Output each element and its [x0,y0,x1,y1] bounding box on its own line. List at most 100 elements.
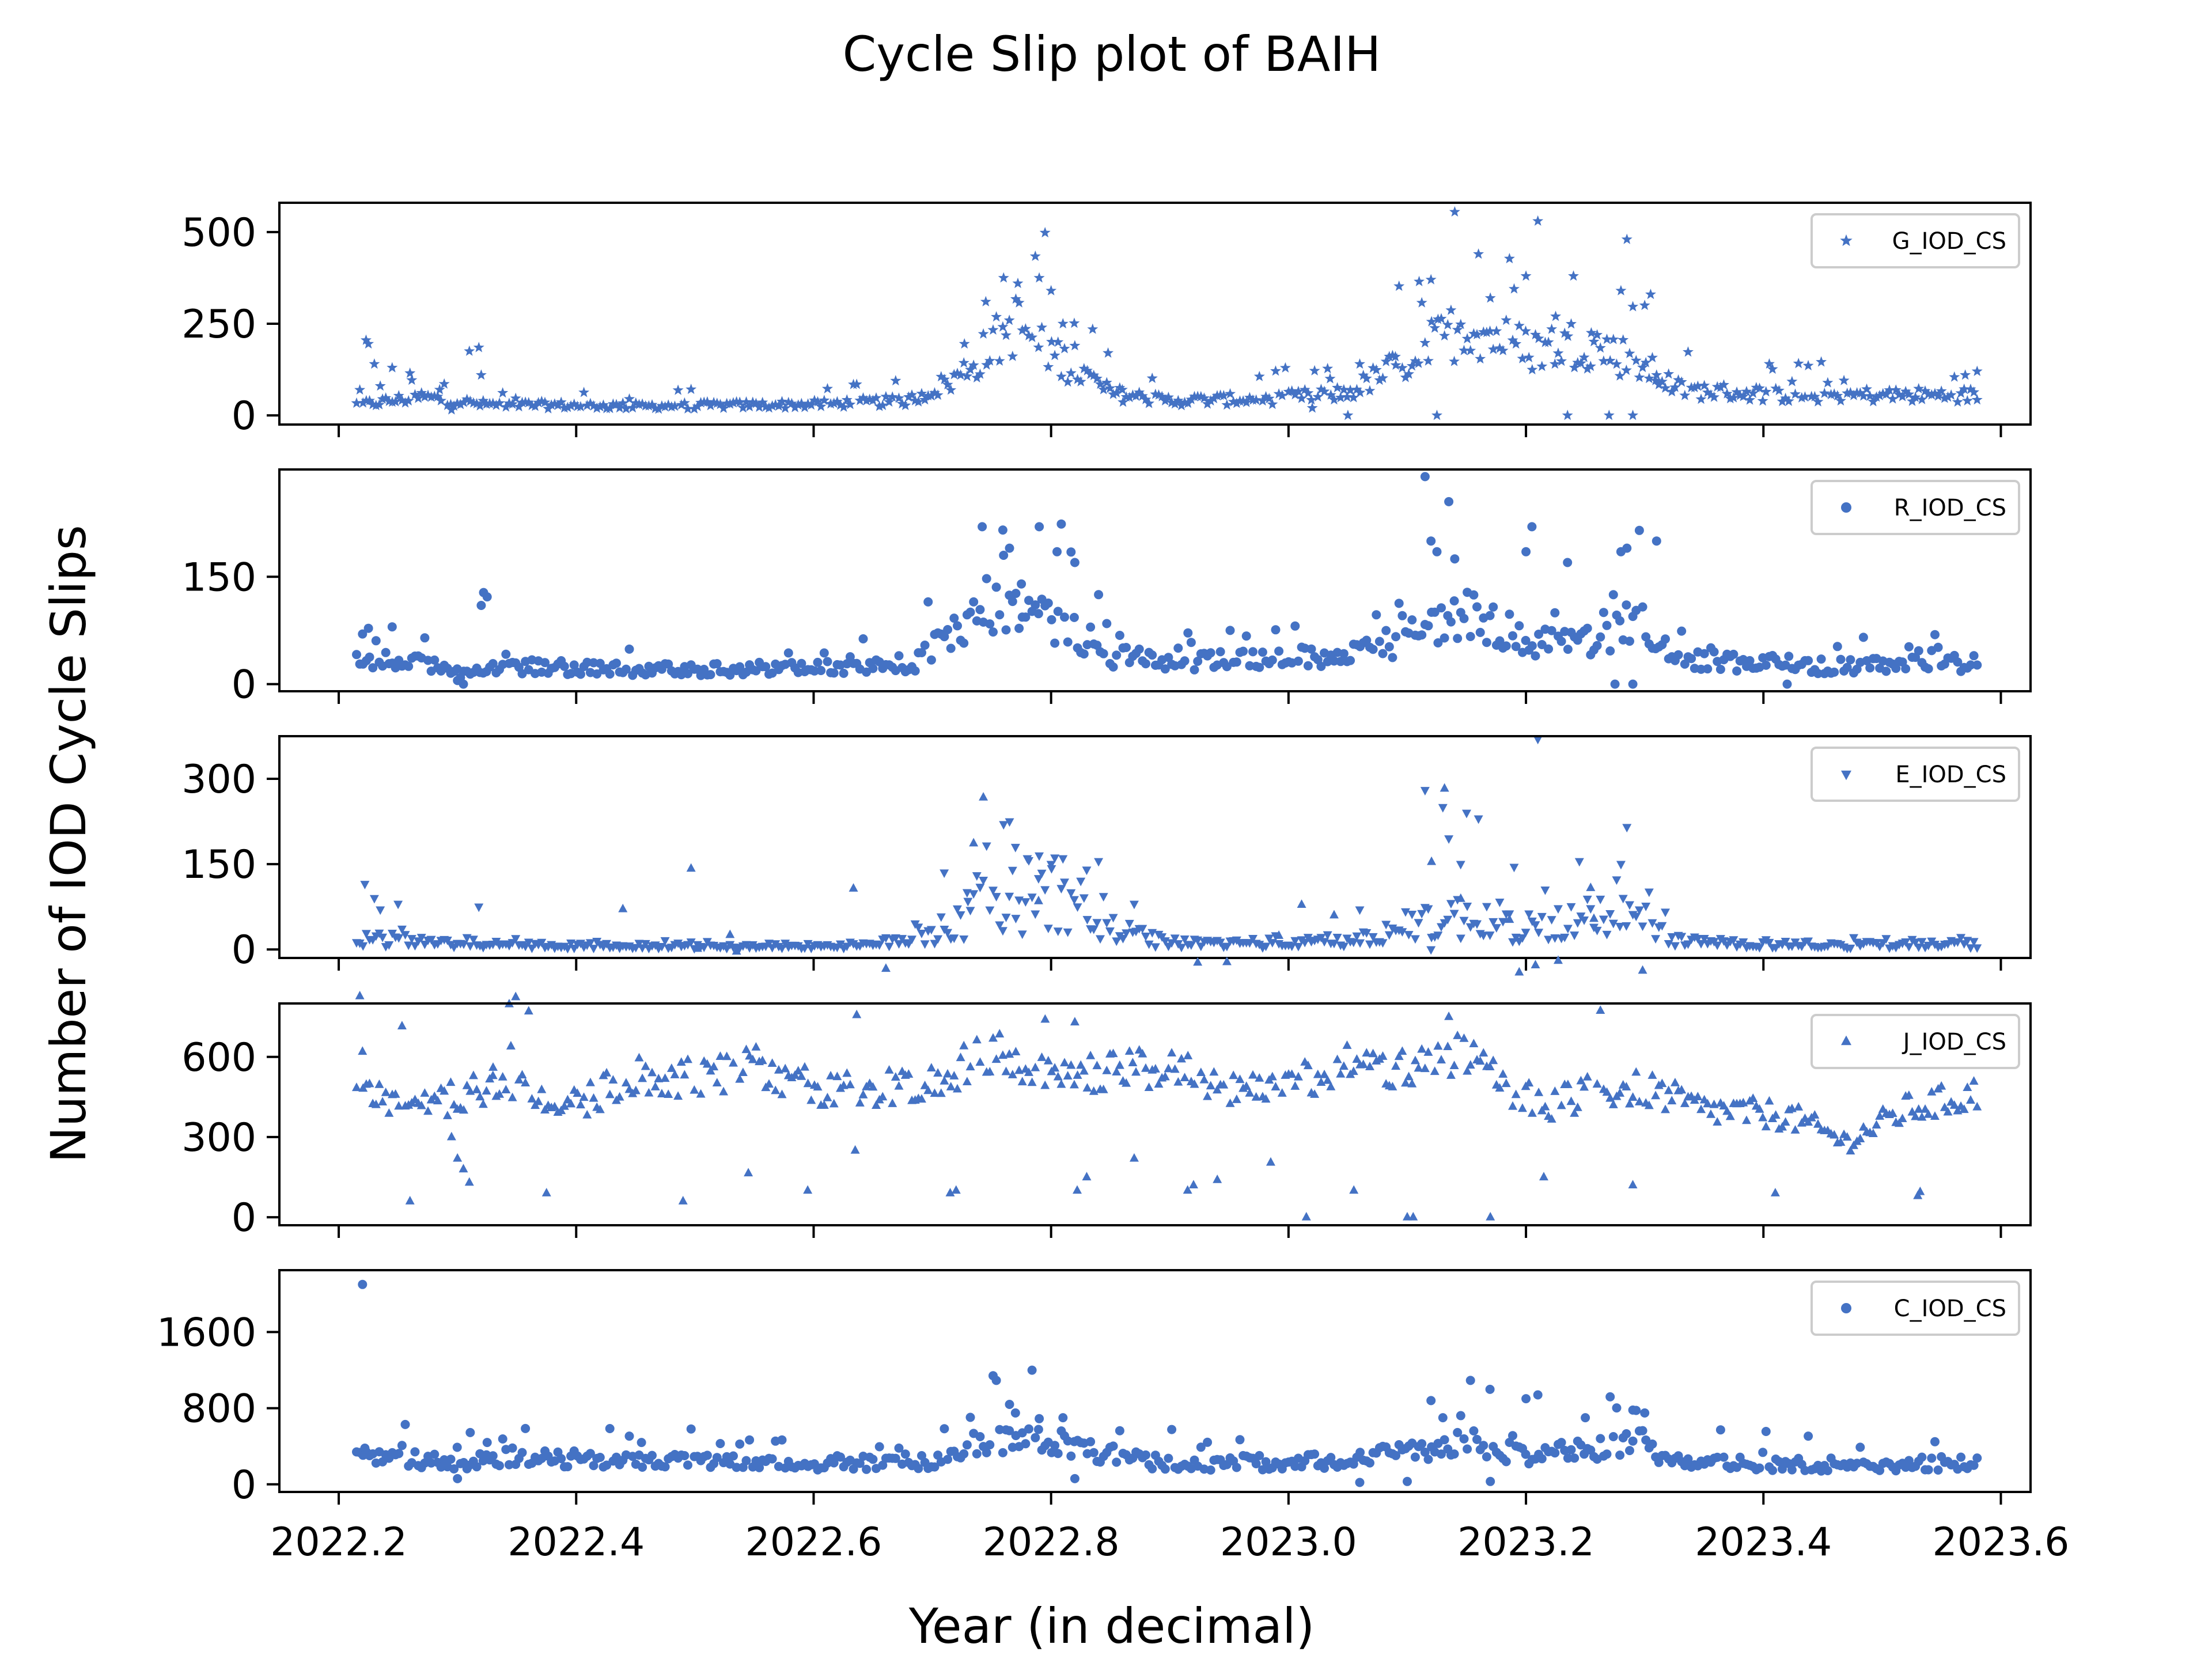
y-tick-label: 0 [232,662,256,708]
data-point [1511,642,1521,652]
x-tick-label: 2023.4 [1695,1520,1832,1565]
data-point [1625,1099,1635,1108]
data-point [1384,351,1395,362]
data-point [702,396,713,407]
data-point [1968,386,1980,397]
data-point [1293,656,1303,666]
data-point [1306,402,1318,413]
data-point [1614,370,1626,381]
data-point [1452,324,1463,335]
data-point [376,906,385,915]
data-point [1403,1476,1412,1486]
data-point [371,636,381,646]
data-point [1368,362,1379,373]
data-point [800,1062,809,1071]
data-point [1124,1046,1134,1055]
data-point [1764,1096,1774,1105]
data-point [1381,921,1391,930]
data-point [1040,886,1050,895]
data-point [1741,385,1752,396]
data-point [1186,638,1196,647]
data-point [1339,942,1349,952]
data-point [991,1376,1001,1385]
data-point [1533,736,1543,745]
data-point [1972,1453,1982,1463]
data-point [498,1434,507,1444]
data-point [423,656,433,665]
data-point [1115,1060,1124,1069]
axes-frame [278,1002,2032,1226]
data-point [963,897,973,907]
data-point [1287,1069,1297,1078]
data-point [533,1096,543,1105]
data-point [1079,894,1089,903]
data-point [1729,649,1738,659]
data-point [940,1424,949,1434]
y-tick-label: 150 [181,555,256,600]
data-point [1959,383,1970,394]
data-point [549,398,560,409]
data-point [507,1443,517,1453]
legend: E_IOD_CS [1810,747,2020,802]
data-point [1433,1041,1443,1050]
data-point [1822,377,1834,388]
data-point [552,399,563,410]
data-point [1670,1077,1680,1086]
data-point [1232,1463,1241,1472]
data-point [585,1449,595,1459]
data-point [1933,1465,1943,1475]
data-point [985,906,995,915]
data-point [672,384,684,395]
data-point [1103,347,1114,358]
data-point [1349,1185,1359,1194]
data-point [1904,1090,1914,1099]
data-point [1956,934,1966,943]
data-point [1581,1413,1590,1423]
data-point [1608,590,1618,600]
data-point [1953,657,1963,667]
data-point [487,397,499,408]
data-point [683,1460,692,1470]
data-point [1066,547,1076,557]
data-point [1105,927,1115,936]
data-point [1888,1108,1897,1117]
data-point [1842,1132,1852,1141]
data-point [1534,1087,1544,1096]
data-point [1394,1051,1404,1060]
data-point [1832,642,1842,652]
data-point [1299,384,1310,395]
data-point [1433,931,1443,940]
data-point [1445,304,1457,315]
data-point [1830,1130,1839,1139]
data-point [1916,393,1927,404]
data-point [1114,382,1126,393]
data-point [1302,387,1314,398]
data-point [1364,385,1376,396]
data-point [969,890,979,899]
data-point [1956,1452,1966,1462]
data-point [1631,1067,1641,1076]
data-point [715,1051,725,1060]
data-point [501,1085,511,1094]
data-point [1190,1079,1199,1088]
data-point [1645,289,1656,300]
data-point [1553,955,1563,964]
data-point [793,1066,803,1075]
data-point [1647,351,1658,362]
data-point [1430,607,1440,617]
data-point [965,607,975,617]
data-point [764,1079,774,1088]
data-point [1001,329,1012,340]
data-point [1129,900,1139,910]
data-point [1384,931,1394,940]
data-point [1199,1074,1209,1084]
data-point [662,399,674,410]
data-point [1362,1048,1372,1057]
data-point [1647,1070,1657,1079]
data-point [670,1070,680,1078]
data-point [1755,944,1764,953]
data-point [1456,934,1465,944]
data-point [1108,662,1118,672]
data-point [1410,935,1420,944]
data-point [462,1080,472,1089]
